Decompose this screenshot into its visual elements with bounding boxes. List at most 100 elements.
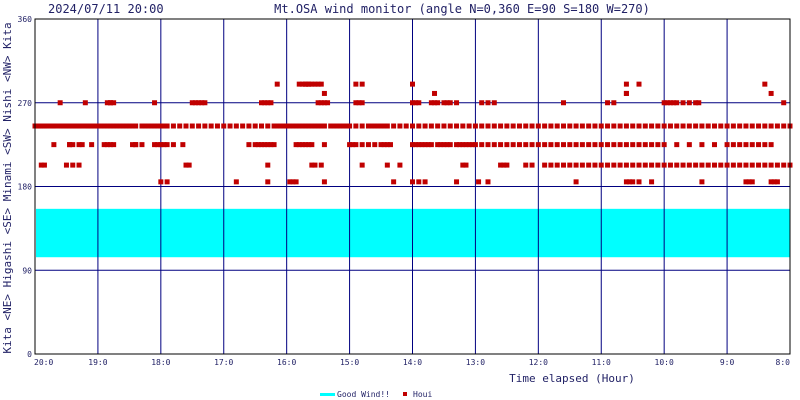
houi-points [32,81,793,185]
houi-point [435,142,441,148]
houi-point [674,123,680,129]
y-axis-label: Kita <NE> Higashi <SE> Minami <SW> Nishi… [1,22,14,353]
houi-point [623,142,629,148]
houi-point [529,123,535,129]
houi-point [413,100,419,106]
houi-point [768,179,774,185]
houi-point [359,162,365,168]
houi-point [567,162,573,168]
houi-point [161,123,167,129]
houi-point [101,123,107,129]
houi-point [202,100,208,106]
houi-point [262,100,268,106]
houi-point [391,123,397,129]
houi-point [774,123,780,129]
houi-point [318,162,324,168]
houi-point [630,142,636,148]
houi-point [472,123,478,129]
houi-point [381,123,387,129]
houi-point [649,162,655,168]
houi-point [384,142,390,148]
houi-point [117,123,123,129]
houi-point [397,123,403,129]
houi-point [510,123,516,129]
legend-houi-label: Houi [413,390,432,399]
houi-point [466,142,472,148]
houi-point [435,123,441,129]
houi-point [768,90,774,96]
houi-point [611,142,617,148]
y-tick-label: 270 [18,99,33,108]
houi-point [199,100,205,106]
houi-point [598,162,604,168]
houi-point [627,179,633,185]
houi-point [699,179,705,185]
houi-point [655,142,661,148]
houi-point [705,162,711,168]
houi-point [712,123,717,129]
houi-point [542,123,548,129]
houi-point [491,123,497,129]
houi-point [296,142,302,148]
houi-point [63,162,69,168]
houi-point [378,123,384,129]
houi-point [611,123,617,129]
houi-point [331,123,337,129]
x-tick-label: 18:0 [151,358,170,367]
houi-point [623,90,629,96]
houi-point [774,179,780,185]
houi-point [674,100,680,106]
houi-point [268,100,274,106]
houi-point [554,142,560,148]
houi-point [164,179,170,185]
houi-point [312,81,318,87]
houi-point [152,123,158,129]
houi-point [315,100,321,106]
houi-point [561,142,566,148]
houi-point [686,142,692,148]
houi-point [737,142,743,148]
houi-point [749,162,755,168]
houi-point [375,123,381,129]
houi-point [410,142,415,148]
houi-point [240,123,246,129]
houi-point [89,142,95,148]
houi-point [92,123,98,129]
houi-point [321,100,327,106]
houi-point [70,162,76,168]
houi-point [435,100,441,106]
houi-point [661,100,667,106]
houi-point [718,123,724,129]
houi-point [479,123,485,129]
houi-point [438,142,444,148]
houi-point [623,123,629,129]
houi-point [743,162,749,168]
houi-point [573,123,579,129]
houi-point [145,123,151,129]
houi-point [416,123,422,129]
houi-point [378,142,384,148]
y-tick-label: 0 [27,350,32,359]
houi-point [299,142,305,148]
houi-point [356,100,362,106]
houi-point [70,142,76,148]
x-tick-label: 9:0 [720,358,735,367]
houi-point [306,81,312,87]
houi-point [189,100,195,106]
houi-point [428,142,434,148]
houi-point [460,123,466,129]
houi-point [680,162,686,168]
houi-point [498,142,504,148]
houi-point [359,142,365,148]
houi-point [37,123,43,129]
y-tick-label: 180 [18,183,33,192]
houi-point [318,123,324,129]
houi-point [498,162,504,168]
houi-point [114,123,120,129]
houi-point [262,142,268,148]
houi-point [152,142,158,148]
houi-point [422,123,428,129]
x-tick-label: 20:0 [34,358,53,367]
houi-point [108,142,113,148]
houi-point [561,123,566,129]
